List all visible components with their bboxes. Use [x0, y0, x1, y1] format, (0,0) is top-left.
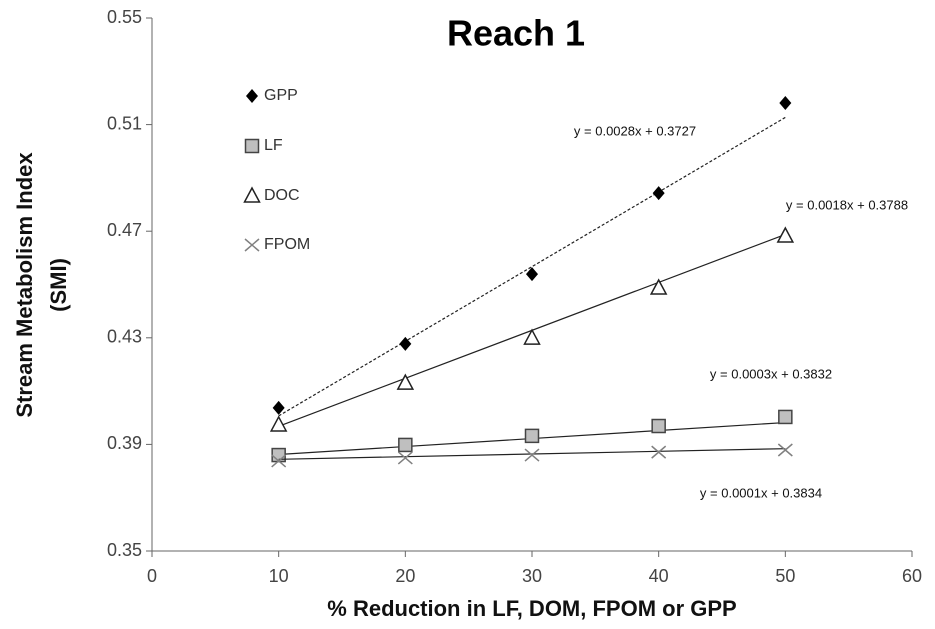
y-tick-label: 0.55	[107, 7, 142, 27]
y-tick-label: 0.51	[107, 113, 142, 133]
data-point	[651, 445, 667, 459]
data-point	[652, 186, 665, 201]
data-point	[776, 226, 795, 243]
data-point	[526, 267, 538, 282]
chart-title: Reach 1	[447, 13, 585, 54]
y-tick-label: 0.47	[107, 220, 142, 240]
data-point	[396, 373, 415, 390]
trendline-equation: y = 0.0018x + 0.3788	[786, 197, 908, 212]
data-point	[524, 428, 540, 444]
data-point	[397, 451, 413, 465]
x-tick-label: 50	[775, 566, 795, 586]
x-tick-label: 20	[395, 566, 415, 586]
legend-marker	[244, 238, 260, 252]
y-tick-label: 0.43	[107, 327, 142, 347]
trendline-equation: y = 0.0028x + 0.3727	[574, 123, 696, 138]
legend-marker	[246, 89, 258, 103]
trendline-equation: y = 0.0003x + 0.3832	[710, 366, 832, 381]
y-axis-label: Stream Metabolism Index (SMI)	[12, 152, 71, 418]
data-point	[649, 278, 668, 295]
data-point	[524, 448, 540, 462]
data-point	[651, 418, 666, 434]
y-tick-label: 0.39	[107, 433, 142, 453]
y-axis-label-line: Stream Metabolism Index	[12, 152, 37, 418]
y-tick-label: 0.35	[107, 540, 142, 560]
legend-marker	[243, 186, 261, 203]
legend-label: LF	[264, 137, 283, 154]
trendline	[278, 448, 786, 460]
data-point	[523, 328, 541, 345]
x-tick-label: 0	[147, 566, 157, 586]
trendline-equation: y = 0.0001x + 0.3834	[700, 485, 822, 500]
y-axis-label-line: (SMI)	[46, 258, 71, 312]
legend-label: FPOM	[264, 236, 310, 253]
data-point	[271, 454, 287, 468]
legend-marker	[244, 138, 260, 154]
x-axis-label: % Reduction in LF, DOM, FPOM or GPP	[327, 596, 736, 621]
trendline	[278, 116, 786, 417]
x-tick-label: 10	[269, 566, 289, 586]
legend-label: DOC	[264, 187, 300, 204]
data-point	[269, 415, 288, 432]
data-point	[777, 443, 793, 457]
legend-label: GPP	[264, 87, 298, 104]
data-point	[779, 96, 792, 111]
data-point	[399, 336, 412, 351]
data-point	[778, 409, 793, 425]
x-tick-label: 40	[649, 566, 669, 586]
x-tick-label: 60	[902, 566, 922, 586]
data-point	[272, 400, 285, 415]
x-tick-label: 30	[522, 566, 542, 586]
data-point	[398, 437, 413, 453]
